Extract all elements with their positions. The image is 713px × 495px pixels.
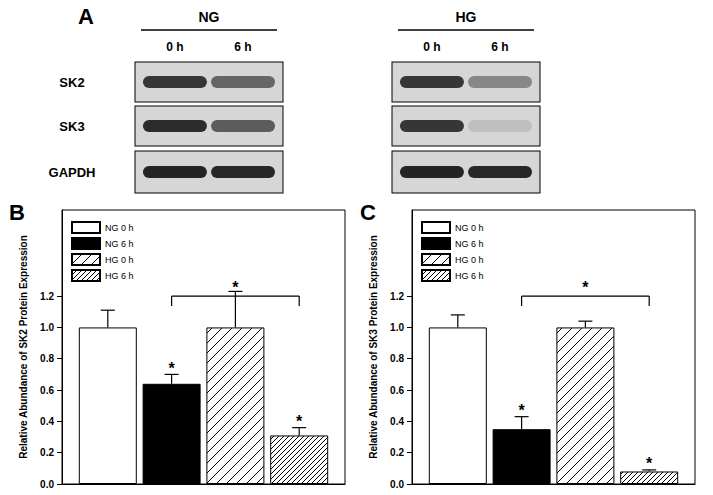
svg-text:B: B <box>9 200 25 225</box>
svg-text:*: * <box>582 279 589 296</box>
svg-text:GAPDH: GAPDH <box>49 165 96 180</box>
svg-text:*: * <box>646 455 653 472</box>
svg-text:Relative Abundance of SK3 Prot: Relative Abundance of SK3 Protein Expres… <box>368 235 379 459</box>
svg-text:0.8: 0.8 <box>390 353 404 364</box>
svg-text:NG 0 h: NG 0 h <box>455 223 484 233</box>
svg-text:0.2: 0.2 <box>390 447 404 458</box>
svg-text:*: * <box>232 279 239 296</box>
svg-text:0.0: 0.0 <box>390 479 404 490</box>
svg-text:C: C <box>360 200 376 225</box>
svg-text:Relative Abundance of SK2 Prot: Relative Abundance of SK2 Protein Expres… <box>18 235 29 459</box>
svg-text:6 h: 6 h <box>234 40 251 54</box>
svg-text:0 h: 0 h <box>166 40 183 54</box>
svg-text:HG: HG <box>456 9 477 25</box>
svg-text:6 h: 6 h <box>491 40 508 54</box>
svg-text:SK3: SK3 <box>59 119 84 134</box>
svg-text:NG 6 h: NG 6 h <box>105 239 134 249</box>
svg-text:HG 6 h: HG 6 h <box>455 271 484 281</box>
svg-text:0.8: 0.8 <box>40 353 54 364</box>
svg-text:0.6: 0.6 <box>40 385 54 396</box>
svg-text:0.6: 0.6 <box>390 385 404 396</box>
svg-text:1.2: 1.2 <box>390 291 404 302</box>
svg-text:HG 6 h: HG 6 h <box>105 271 134 281</box>
svg-text:0 h: 0 h <box>423 40 440 54</box>
svg-text:SK2: SK2 <box>59 75 84 90</box>
svg-text:1.2: 1.2 <box>40 291 54 302</box>
svg-text:*: * <box>296 413 303 430</box>
svg-text:NG 6 h: NG 6 h <box>455 239 484 249</box>
svg-text:*: * <box>168 360 175 377</box>
svg-text:HG 0 h: HG 0 h <box>455 255 484 265</box>
svg-text:0.0: 0.0 <box>40 479 54 490</box>
svg-text:HG 0 h: HG 0 h <box>105 255 134 265</box>
svg-text:0.4: 0.4 <box>40 416 54 427</box>
svg-text:0.2: 0.2 <box>40 447 54 458</box>
svg-text:0.4: 0.4 <box>390 416 404 427</box>
svg-text:1.0: 1.0 <box>390 322 404 333</box>
svg-text:NG: NG <box>199 9 220 25</box>
svg-text:1.0: 1.0 <box>40 322 54 333</box>
svg-text:A: A <box>78 4 94 29</box>
svg-text:*: * <box>518 402 525 419</box>
svg-text:NG 0 h: NG 0 h <box>105 223 134 233</box>
